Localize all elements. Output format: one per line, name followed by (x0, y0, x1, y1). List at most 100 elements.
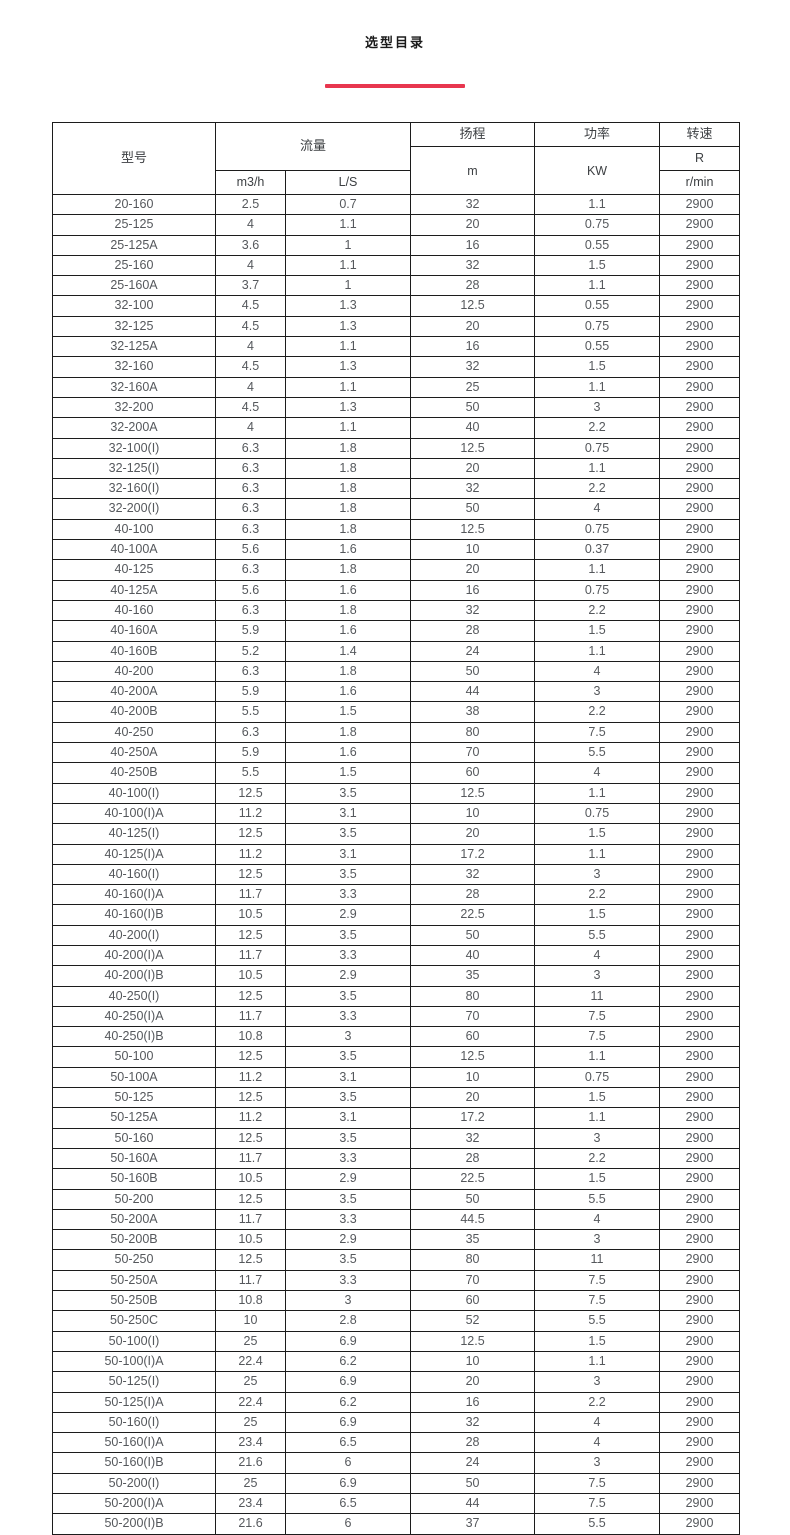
cell-head-m: 32 (410, 599, 536, 622)
cell-power-kw: 4 (534, 944, 661, 967)
cell-model: 32-125 (52, 315, 216, 338)
cell-flow-m3h: 4 (215, 376, 286, 398)
cell-model: 50-125A (52, 1107, 216, 1129)
cell-model: 40-160(I)B (52, 904, 216, 926)
cell-head-m: 28 (410, 1432, 536, 1454)
cell-power-kw: 7.5 (534, 1005, 661, 1028)
cell-flow-ls: 3.3 (284, 1269, 412, 1292)
cell-head-m: 52 (410, 1310, 536, 1332)
cell-flow-ls: 1.1 (284, 417, 412, 439)
table-row: 32-125A 4 1.1 16 0.55 2900 (52, 336, 741, 358)
cell-head-m: 28 (410, 620, 536, 642)
cell-flow-m3h: 10.8 (215, 1026, 286, 1048)
cell-model: 50-100 (52, 1046, 216, 1068)
table-row: 40-200(I)B 10.5 2.9 35 3 2900 (52, 965, 741, 987)
cell-flow-m3h: 5.6 (215, 539, 286, 561)
table-row: 40-250(I)B 10.8 3 60 7.5 2900 (52, 1026, 741, 1048)
cell-head-m: 17.2 (410, 1107, 536, 1129)
cell-flow-ls: 1.4 (284, 640, 412, 662)
table-row: 32-160(I) 6.3 1.8 32 2.2 2900 (52, 478, 741, 500)
cell-flow-ls: 1.6 (284, 579, 412, 601)
cell-flow-ls: 3.1 (284, 1066, 412, 1089)
cell-flow-m3h: 6.3 (215, 599, 286, 622)
cell-head-m: 60 (410, 1026, 536, 1048)
cell-head-m: 10 (410, 1350, 536, 1373)
cell-power-kw: 1.1 (534, 640, 661, 662)
cell-flow-m3h: 11.2 (215, 802, 286, 825)
header-row-1: 型号 流量 扬程 功率 转速 (52, 122, 741, 195)
cell-power-kw: 1.5 (534, 620, 661, 642)
cell-model: 50-200(I)A (52, 1492, 216, 1515)
table-row: 50-160(I) 25 6.9 32 4 2900 (52, 1411, 741, 1434)
pump-spec-table: 型号 流量 扬程 功率 转速 m KW R m3/h L/S r/min 20-… (52, 122, 741, 1535)
cell-model: 40-250 (52, 721, 216, 744)
table-row: 40-200A 5.9 1.6 44 3 2900 (52, 681, 741, 703)
table-row: 50-100(I)A 22.4 6.2 10 1.1 2900 (52, 1350, 741, 1373)
table-row: 50-125 12.5 3.5 20 1.5 2900 (52, 1087, 741, 1109)
cell-speed-rmin: 2900 (659, 681, 741, 703)
cell-flow-m3h: 2.5 (215, 193, 286, 216)
table-row: 32-200A 4 1.1 40 2.2 2900 (52, 417, 741, 439)
cell-head-m: 24 (410, 640, 536, 662)
table-row: 40-125 6.3 1.8 20 1.1 2900 (52, 559, 741, 581)
table-row: 25-125 4 1.1 20 0.75 2900 (52, 214, 741, 236)
cell-speed-rmin: 2900 (659, 254, 741, 277)
cell-head-m: 50 (410, 396, 536, 419)
cell-power-kw: 1.5 (534, 1087, 661, 1109)
cell-flow-m3h: 22.4 (215, 1391, 286, 1413)
cell-speed-rmin: 2900 (659, 1026, 741, 1048)
cell-flow-ls: 3.1 (284, 1107, 412, 1129)
cell-speed-rmin: 2900 (659, 1492, 741, 1515)
cell-flow-m3h: 6.3 (215, 559, 286, 581)
cell-flow-ls: 6.2 (284, 1350, 412, 1373)
cell-head-m: 50 (410, 660, 536, 683)
table-row: 50-200B 10.5 2.9 35 3 2900 (52, 1229, 741, 1251)
table-row: 40-160B 5.2 1.4 24 1.1 2900 (52, 640, 741, 662)
table-row: 50-200(I)B 21.6 6 37 5.5 2900 (52, 1513, 741, 1535)
cell-speed-rmin: 2900 (659, 802, 741, 825)
cell-speed-rmin: 2900 (659, 1350, 741, 1373)
cell-flow-m3h: 21.6 (215, 1513, 286, 1535)
cell-model: 50-125(I) (52, 1371, 216, 1393)
cell-model: 50-200A (52, 1208, 216, 1231)
cell-flow-ls: 1.6 (284, 681, 412, 703)
cell-flow-m3h: 6.3 (215, 437, 286, 459)
cell-head-m: 80 (410, 1249, 536, 1271)
cell-power-kw: 3 (534, 1452, 661, 1474)
cell-speed-rmin: 2900 (659, 599, 741, 622)
header-flow: 流量 (214, 122, 412, 171)
cell-speed-rmin: 2900 (659, 1371, 741, 1393)
cell-head-m: 17.2 (410, 843, 536, 865)
cell-power-kw: 11 (534, 1249, 661, 1271)
cell-speed-rmin: 2900 (659, 518, 741, 541)
header-flow-unit-m3h: m3/h (215, 170, 286, 195)
cell-speed-rmin: 2900 (659, 1269, 741, 1292)
cell-flow-ls: 1.8 (284, 599, 412, 622)
cell-head-m: 32 (410, 193, 536, 216)
cell-speed-rmin: 2900 (659, 1452, 741, 1474)
cell-power-kw: 1.1 (534, 1046, 661, 1068)
cell-model: 50-160(I) (52, 1411, 216, 1434)
cell-flow-ls: 3.5 (284, 924, 412, 946)
cell-model: 40-250A (52, 742, 216, 764)
cell-power-kw: 3 (534, 1229, 661, 1251)
cell-power-kw: 5.5 (534, 1310, 661, 1332)
cell-speed-rmin: 2900 (659, 295, 741, 317)
cell-flow-m3h: 11.2 (215, 1066, 286, 1089)
cell-head-m: 32 (410, 863, 536, 886)
table-row: 50-160(I)B 21.6 6 24 3 2900 (52, 1452, 741, 1474)
cell-power-kw: 11 (534, 985, 661, 1007)
cell-flow-ls: 1.6 (284, 539, 412, 561)
cell-flow-ls: 2.9 (284, 1229, 412, 1251)
cell-flow-ls: 1.6 (284, 620, 412, 642)
cell-power-kw: 0.75 (534, 214, 661, 236)
cell-model: 50-200(I)B (52, 1513, 216, 1535)
cell-model: 40-100(I)A (52, 802, 216, 825)
cell-model: 50-100A (52, 1066, 216, 1089)
table-header: 型号 流量 扬程 功率 转速 m KW R m3/h L/S r/min (52, 122, 741, 195)
table-row: 50-200(I)A 23.4 6.5 44 7.5 2900 (52, 1492, 741, 1515)
cell-speed-rmin: 2900 (659, 193, 741, 216)
table-row: 50-200A 11.7 3.3 44.5 4 2900 (52, 1208, 741, 1231)
cell-model: 40-100A (52, 539, 216, 561)
cell-power-kw: 4 (534, 1432, 661, 1454)
